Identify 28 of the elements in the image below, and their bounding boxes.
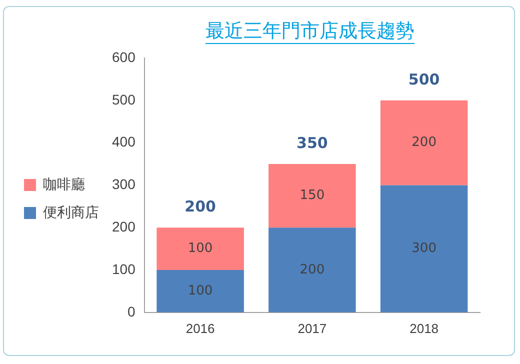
y-tick-label: 300 bbox=[112, 176, 136, 192]
bar bbox=[156, 270, 244, 312]
x-tick-label: 2017 bbox=[298, 320, 327, 336]
data-label: 200 bbox=[412, 135, 436, 150]
bar bbox=[268, 164, 356, 228]
total-label: 200 bbox=[184, 197, 216, 216]
y-tick-label: 500 bbox=[112, 91, 136, 108]
bar bbox=[380, 100, 468, 186]
y-tick-label: 600 bbox=[112, 48, 136, 65]
y-tick-label: 200 bbox=[112, 218, 136, 234]
bar bbox=[380, 185, 468, 312]
y-tick-label: 100 bbox=[112, 260, 136, 277]
total-label: 500 bbox=[408, 70, 440, 88]
data-label: 200 bbox=[300, 262, 325, 278]
data-label: 100 bbox=[188, 284, 213, 299]
y-tick-label: 0 bbox=[128, 303, 136, 320]
x-tick-label: 2018 bbox=[410, 320, 439, 336]
chart-title: 最近三年門市店成長趨勢 bbox=[204, 19, 416, 44]
legend-label: 咖啡廳 bbox=[43, 176, 85, 192]
bar bbox=[268, 228, 356, 312]
y-tick-label: 400 bbox=[112, 134, 136, 150]
legend-label: 便利商店 bbox=[43, 204, 99, 220]
bar bbox=[156, 228, 244, 270]
data-label: 150 bbox=[300, 188, 325, 204]
data-label: 100 bbox=[188, 241, 213, 256]
data-label: 300 bbox=[412, 241, 436, 256]
x-tick-label: 2016 bbox=[186, 320, 215, 336]
total-label: 350 bbox=[296, 134, 328, 152]
